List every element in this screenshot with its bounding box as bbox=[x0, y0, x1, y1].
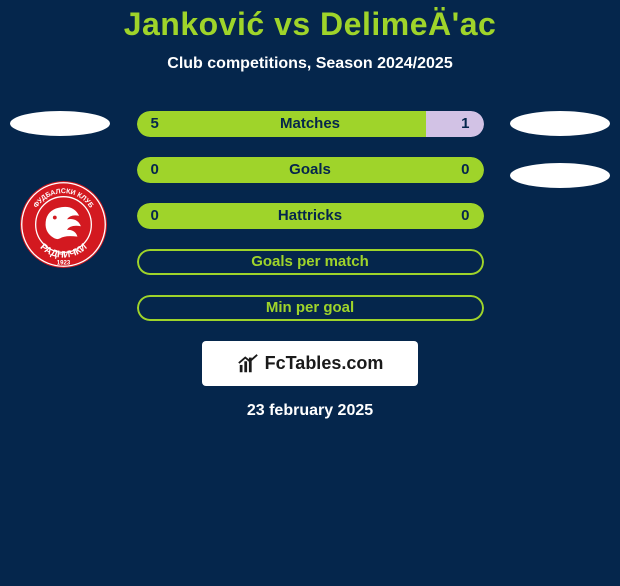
player-right-avatar bbox=[510, 111, 610, 136]
bar-label: Matches bbox=[137, 111, 484, 137]
badge-year: 1923 bbox=[57, 260, 71, 267]
bar-row: 00Goals bbox=[137, 157, 484, 183]
chart-icon bbox=[237, 353, 259, 375]
badge-eagle-icon bbox=[46, 207, 81, 239]
comparison-content: ФУДБАЛСКИ КЛУБ РАДНИЧКИ 1923 51Matches 00… bbox=[0, 111, 620, 420]
player-right-club-badge bbox=[510, 163, 610, 188]
bar-label: Goals per match bbox=[137, 249, 484, 275]
comparison-bars: 51Matches 00Goals 00Hattricks Goals per mat… bbox=[137, 111, 484, 321]
subtitle: Club competitions, Season 2024/2025 bbox=[0, 55, 620, 73]
bar-label: Goals bbox=[137, 157, 484, 183]
player-left-club-badge: ФУДБАЛСКИ КЛУБ РАДНИЧКИ 1923 bbox=[20, 181, 107, 268]
bar-row: 00Hattricks bbox=[137, 203, 484, 229]
bar-row: Min per goal bbox=[137, 295, 484, 321]
page-title: Janković vs DelimeÄ'ac bbox=[0, 6, 620, 43]
branding-box: FcTables.com bbox=[202, 341, 418, 386]
bar-label: Min per goal bbox=[137, 295, 484, 321]
bar-label: Hattricks bbox=[137, 203, 484, 229]
branding-text: FcTables.com bbox=[265, 353, 384, 374]
date-text: 23 february 2025 bbox=[0, 402, 620, 420]
bar-row: Goals per match bbox=[137, 249, 484, 275]
bar-row: 51Matches bbox=[137, 111, 484, 137]
player-left-avatar bbox=[10, 111, 110, 136]
club-badge-svg: ФУДБАЛСКИ КЛУБ РАДНИЧКИ 1923 bbox=[20, 181, 107, 268]
